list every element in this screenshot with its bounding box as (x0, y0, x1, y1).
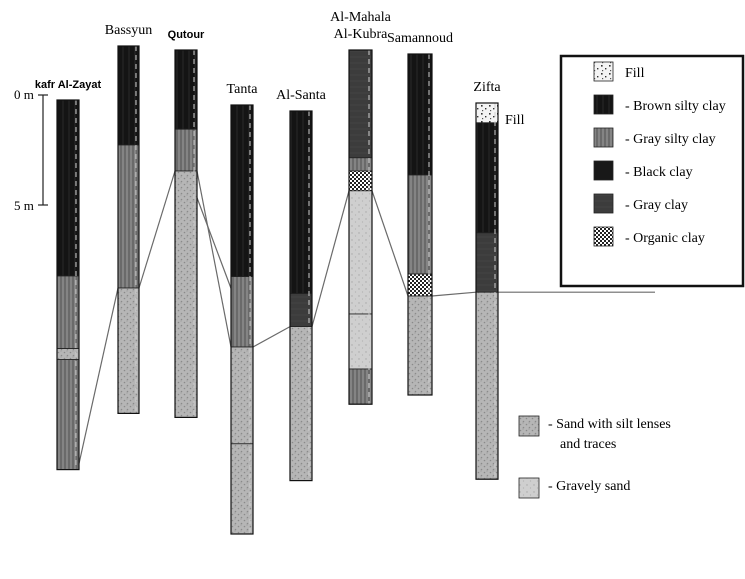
depth-scale: 0 m 5 m (14, 87, 48, 213)
layer-brown-silty-clay (407, 53, 433, 176)
borehole-columns (56, 45, 499, 535)
column-outline (407, 53, 433, 396)
legend: Fill - Brown silty clay - Gray silty clay -… (559, 54, 745, 288)
layer-brown-silty-clay (56, 99, 80, 277)
legend-label: - Brown silty clay (625, 99, 726, 114)
legend-swatch-organic-clay (593, 226, 614, 247)
legend-label: - Gray silty clay (625, 132, 716, 147)
legend-swatch-black-clay (593, 160, 614, 181)
legend-item: - Gravely sand (518, 477, 630, 499)
correlation-line (78, 287, 119, 464)
legend-swatch-gravely-sand (518, 477, 540, 499)
column-outline (289, 110, 313, 482)
layer-sand-silt (407, 295, 433, 396)
legend-frame (559, 54, 745, 288)
borehole-column (174, 49, 198, 418)
correlation-line (311, 190, 350, 327)
legend-swatch-fill (593, 61, 614, 82)
borehole-column (475, 102, 499, 480)
correlation-line (371, 190, 409, 297)
legend-swatch-sand-silt (518, 415, 540, 437)
correlation-line (138, 170, 176, 289)
correlation-line (196, 170, 232, 348)
borehole-label: Zifta (473, 80, 501, 95)
legend-label: - Black clay (625, 165, 693, 180)
legend-item: - Organic clay (593, 226, 705, 247)
borehole-column (348, 49, 373, 405)
borehole-label: Al-Mahala Al-Kubra (330, 10, 391, 42)
legend-label: - Organic clay (625, 231, 705, 246)
scale-label-5: 5 m (14, 198, 34, 213)
legend-lower: - Sand with silt lenses and traces - Grave… (518, 415, 671, 499)
borehole-column (289, 110, 313, 482)
correlation-line (252, 326, 291, 348)
borehole-label: Tanta (227, 82, 259, 97)
column-outline (230, 104, 254, 535)
borehole-label: Qutour (168, 29, 205, 41)
layer-sand-silt (117, 287, 140, 414)
column-outline (348, 49, 373, 405)
legend-label: Fill (625, 66, 645, 81)
legend-item: - Gray silty clay (593, 127, 716, 148)
scale-label-0: 0 m (14, 87, 34, 102)
column-outline (117, 45, 140, 414)
legend-item: - Gray clay (593, 193, 688, 214)
borehole-column (56, 99, 80, 471)
borehole-label: Bassyun (105, 23, 152, 38)
legend-swatch-gray-clay (593, 193, 614, 214)
correlation-line (431, 291, 477, 297)
legend-label: - Gravely sand (548, 479, 630, 494)
column-outline (475, 102, 499, 480)
borehole-labels: kafr Al-Zayat Bassyun Qutour Tanta Al-Santa A… (35, 10, 502, 103)
borehole-column (407, 53, 433, 396)
legend-item: Fill (593, 61, 645, 82)
legend-item: - Sand with silt lenses and traces (518, 415, 671, 452)
legend-label: - Gray clay (625, 198, 688, 213)
borehole-label: Al-Santa (276, 88, 327, 103)
layer-organic-clay (407, 273, 433, 297)
borehole-label: Samannoud (387, 31, 453, 46)
legend-swatch-brown-silty-clay (593, 94, 614, 115)
column-outline (56, 99, 80, 471)
column-outline (174, 49, 198, 418)
borehole-label: kafr Al-Zayat (35, 79, 102, 91)
legend-item: - Black clay (593, 160, 693, 181)
layer-gray-silty-clay (407, 174, 433, 275)
zifta-fill-label: Fill (505, 113, 525, 128)
legend-item: - Brown silty clay (593, 94, 726, 115)
legend-label: - Sand with silt lenses and traces (548, 417, 671, 452)
borehole-column (230, 104, 254, 535)
legend-swatch-gray-silty-clay (593, 127, 614, 148)
borehole-column (117, 45, 140, 414)
